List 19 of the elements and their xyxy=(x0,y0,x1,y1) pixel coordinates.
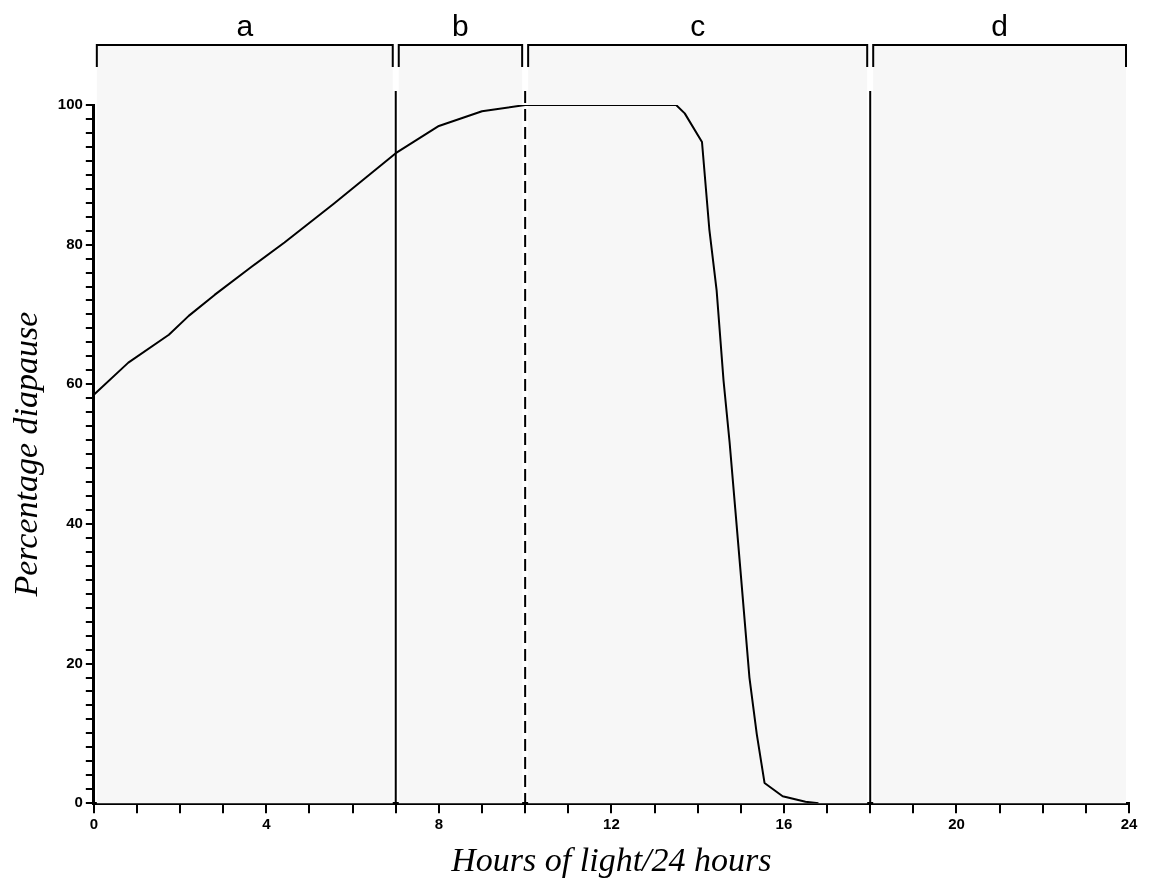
y-tick-label: 40 xyxy=(66,514,83,532)
y-tick-label: 60 xyxy=(66,374,83,392)
x-tick-label: 16 xyxy=(775,815,793,833)
x-tick-label: 24 xyxy=(1120,815,1138,833)
band-label: c xyxy=(690,9,706,43)
x-tick-label: 4 xyxy=(262,815,272,833)
x-axis-title: Hours of light/24 hours xyxy=(450,840,772,878)
x-tick-label: 0 xyxy=(89,815,98,833)
x-tick-label: 20 xyxy=(948,815,965,833)
x-tick-label: 12 xyxy=(603,815,620,833)
y-tick-label: 80 xyxy=(66,234,83,252)
y-axis-title: Percentage diapause xyxy=(7,311,45,598)
band-label: d xyxy=(991,9,1008,43)
y-tick-label: 100 xyxy=(57,95,83,113)
band-label: b xyxy=(452,9,469,43)
y-tick-label: 20 xyxy=(66,653,83,671)
x-tick-label: 8 xyxy=(434,815,444,833)
y-tick-label: 0 xyxy=(74,793,83,811)
band-label: a xyxy=(236,9,254,43)
